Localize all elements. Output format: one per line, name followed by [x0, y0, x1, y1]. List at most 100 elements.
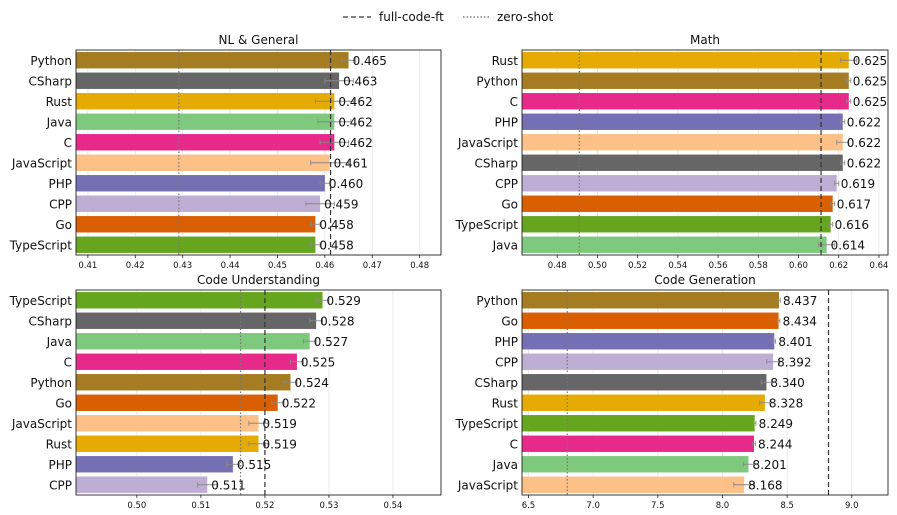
x-tick-label: 0.54 — [384, 501, 403, 511]
category-label: C — [510, 95, 518, 109]
x-tick-label: 0.53 — [319, 501, 338, 511]
bar-go — [522, 195, 833, 212]
category-label: Java — [46, 335, 72, 349]
bar-typescript — [522, 415, 755, 432]
bar-php — [522, 113, 843, 130]
value-label: 0.528 — [320, 314, 354, 328]
value-label: 8.328 — [769, 396, 803, 410]
value-label: 0.458 — [319, 218, 353, 232]
bar-csharp — [522, 154, 843, 171]
bar-go — [76, 394, 278, 411]
x-tick-label: 7.5 — [651, 501, 665, 511]
value-label: 0.460 — [329, 177, 363, 191]
bar-javascript — [76, 415, 259, 432]
legend-full-code-ft-label: full-code-ft — [379, 10, 444, 24]
x-tick-label: 0.50 — [127, 501, 146, 511]
value-label: 0.515 — [237, 458, 271, 472]
category-label: Python — [30, 376, 72, 390]
bar-python — [76, 52, 349, 69]
value-label: 0.622 — [847, 156, 881, 170]
bar-python — [522, 72, 849, 89]
value-label: 0.529 — [327, 294, 361, 308]
value-label: 0.511 — [211, 478, 245, 492]
x-tick-label: 0.47 — [363, 261, 382, 271]
value-label: 0.625 — [853, 74, 887, 88]
bar-go — [522, 312, 779, 329]
bar-php — [76, 456, 233, 473]
category-label: Python — [476, 294, 518, 308]
plot-frame — [521, 49, 889, 256]
category-label: Java — [46, 115, 72, 129]
chart-code-generation: Code Generation 8.437 Python 8.434 Go 8.401 PH… — [455, 273, 889, 511]
value-label: 8.392 — [777, 355, 811, 369]
value-label: 8.201 — [752, 458, 786, 472]
value-label: 0.458 — [319, 238, 353, 252]
value-label: 0.525 — [301, 355, 335, 369]
legend-zero-shot-label: zero-shot — [497, 10, 553, 24]
bar-typescript — [522, 216, 831, 233]
category-label: JavaScript — [11, 417, 72, 431]
category-label: Go — [501, 314, 518, 328]
chart-title: Math — [690, 33, 720, 47]
value-label: 0.522 — [282, 396, 316, 410]
bar-csharp — [76, 72, 340, 89]
category-label: Go — [55, 396, 72, 410]
value-label: 0.519 — [263, 437, 297, 451]
bar-python — [76, 374, 291, 391]
bar-csharp — [522, 374, 767, 391]
bar-csharp — [76, 312, 317, 329]
x-tick-label: 0.44 — [221, 261, 240, 271]
category-label: PHP — [495, 335, 519, 349]
value-label: 8.437 — [783, 294, 817, 308]
value-label: 0.617 — [837, 197, 871, 211]
bar-cpp — [76, 476, 208, 493]
bar-javascript — [76, 154, 330, 171]
plot-frame — [521, 289, 889, 496]
bar-rust — [522, 52, 849, 69]
category-label: CPP — [495, 355, 518, 369]
category-label: JavaScript — [457, 136, 518, 150]
bar-cpp — [76, 195, 321, 212]
category-label: Java — [492, 458, 518, 472]
category-label: Rust — [492, 54, 519, 68]
value-label: 0.462 — [338, 115, 372, 129]
category-label: PHP — [495, 115, 519, 129]
plot-frame — [75, 289, 442, 496]
value-label: 0.614 — [831, 238, 865, 252]
category-label: PHP — [49, 458, 73, 472]
category-label: Go — [501, 197, 518, 211]
plot-frame — [75, 49, 442, 256]
value-label: 0.619 — [841, 177, 875, 191]
x-tick-label: 0.51 — [191, 501, 210, 511]
category-label: PHP — [49, 177, 73, 191]
value-label: 0.519 — [263, 417, 297, 431]
x-tick-label: 0.46 — [315, 261, 334, 271]
category-label: TypeScript — [455, 218, 519, 232]
bar-javascript — [522, 134, 843, 151]
value-label: 0.527 — [314, 335, 348, 349]
bar-java — [76, 333, 310, 350]
value-label: 0.622 — [847, 115, 881, 129]
bar-javascript — [522, 476, 745, 493]
category-label: CSharp — [474, 156, 518, 170]
category-label: JavaScript — [457, 478, 518, 492]
category-label: CSharp — [28, 314, 72, 328]
x-tick-label: 7.0 — [586, 501, 600, 511]
category-label: CPP — [49, 197, 72, 211]
category-label: CSharp — [474, 376, 518, 390]
bar-typescript — [76, 236, 316, 253]
category-label: Python — [476, 74, 518, 88]
x-tick-label: 0.60 — [789, 261, 808, 271]
x-tick-label: 0.58 — [749, 261, 768, 271]
chart-math: Math 0.625 Rust 0.625 Python 0.625 C 0.622 PHP 0.… — [455, 33, 889, 271]
value-label: 0.616 — [835, 218, 869, 232]
legend: full-code-ft zero-shot — [343, 10, 553, 24]
x-tick-label: 0.52 — [628, 261, 647, 271]
bar-rust — [522, 394, 765, 411]
bar-java — [76, 113, 335, 130]
category-label: Rust — [46, 437, 73, 451]
x-tick-label: 0.48 — [548, 261, 567, 271]
value-label: 8.340 — [770, 376, 804, 390]
x-tick-label: 8.5 — [780, 501, 794, 511]
